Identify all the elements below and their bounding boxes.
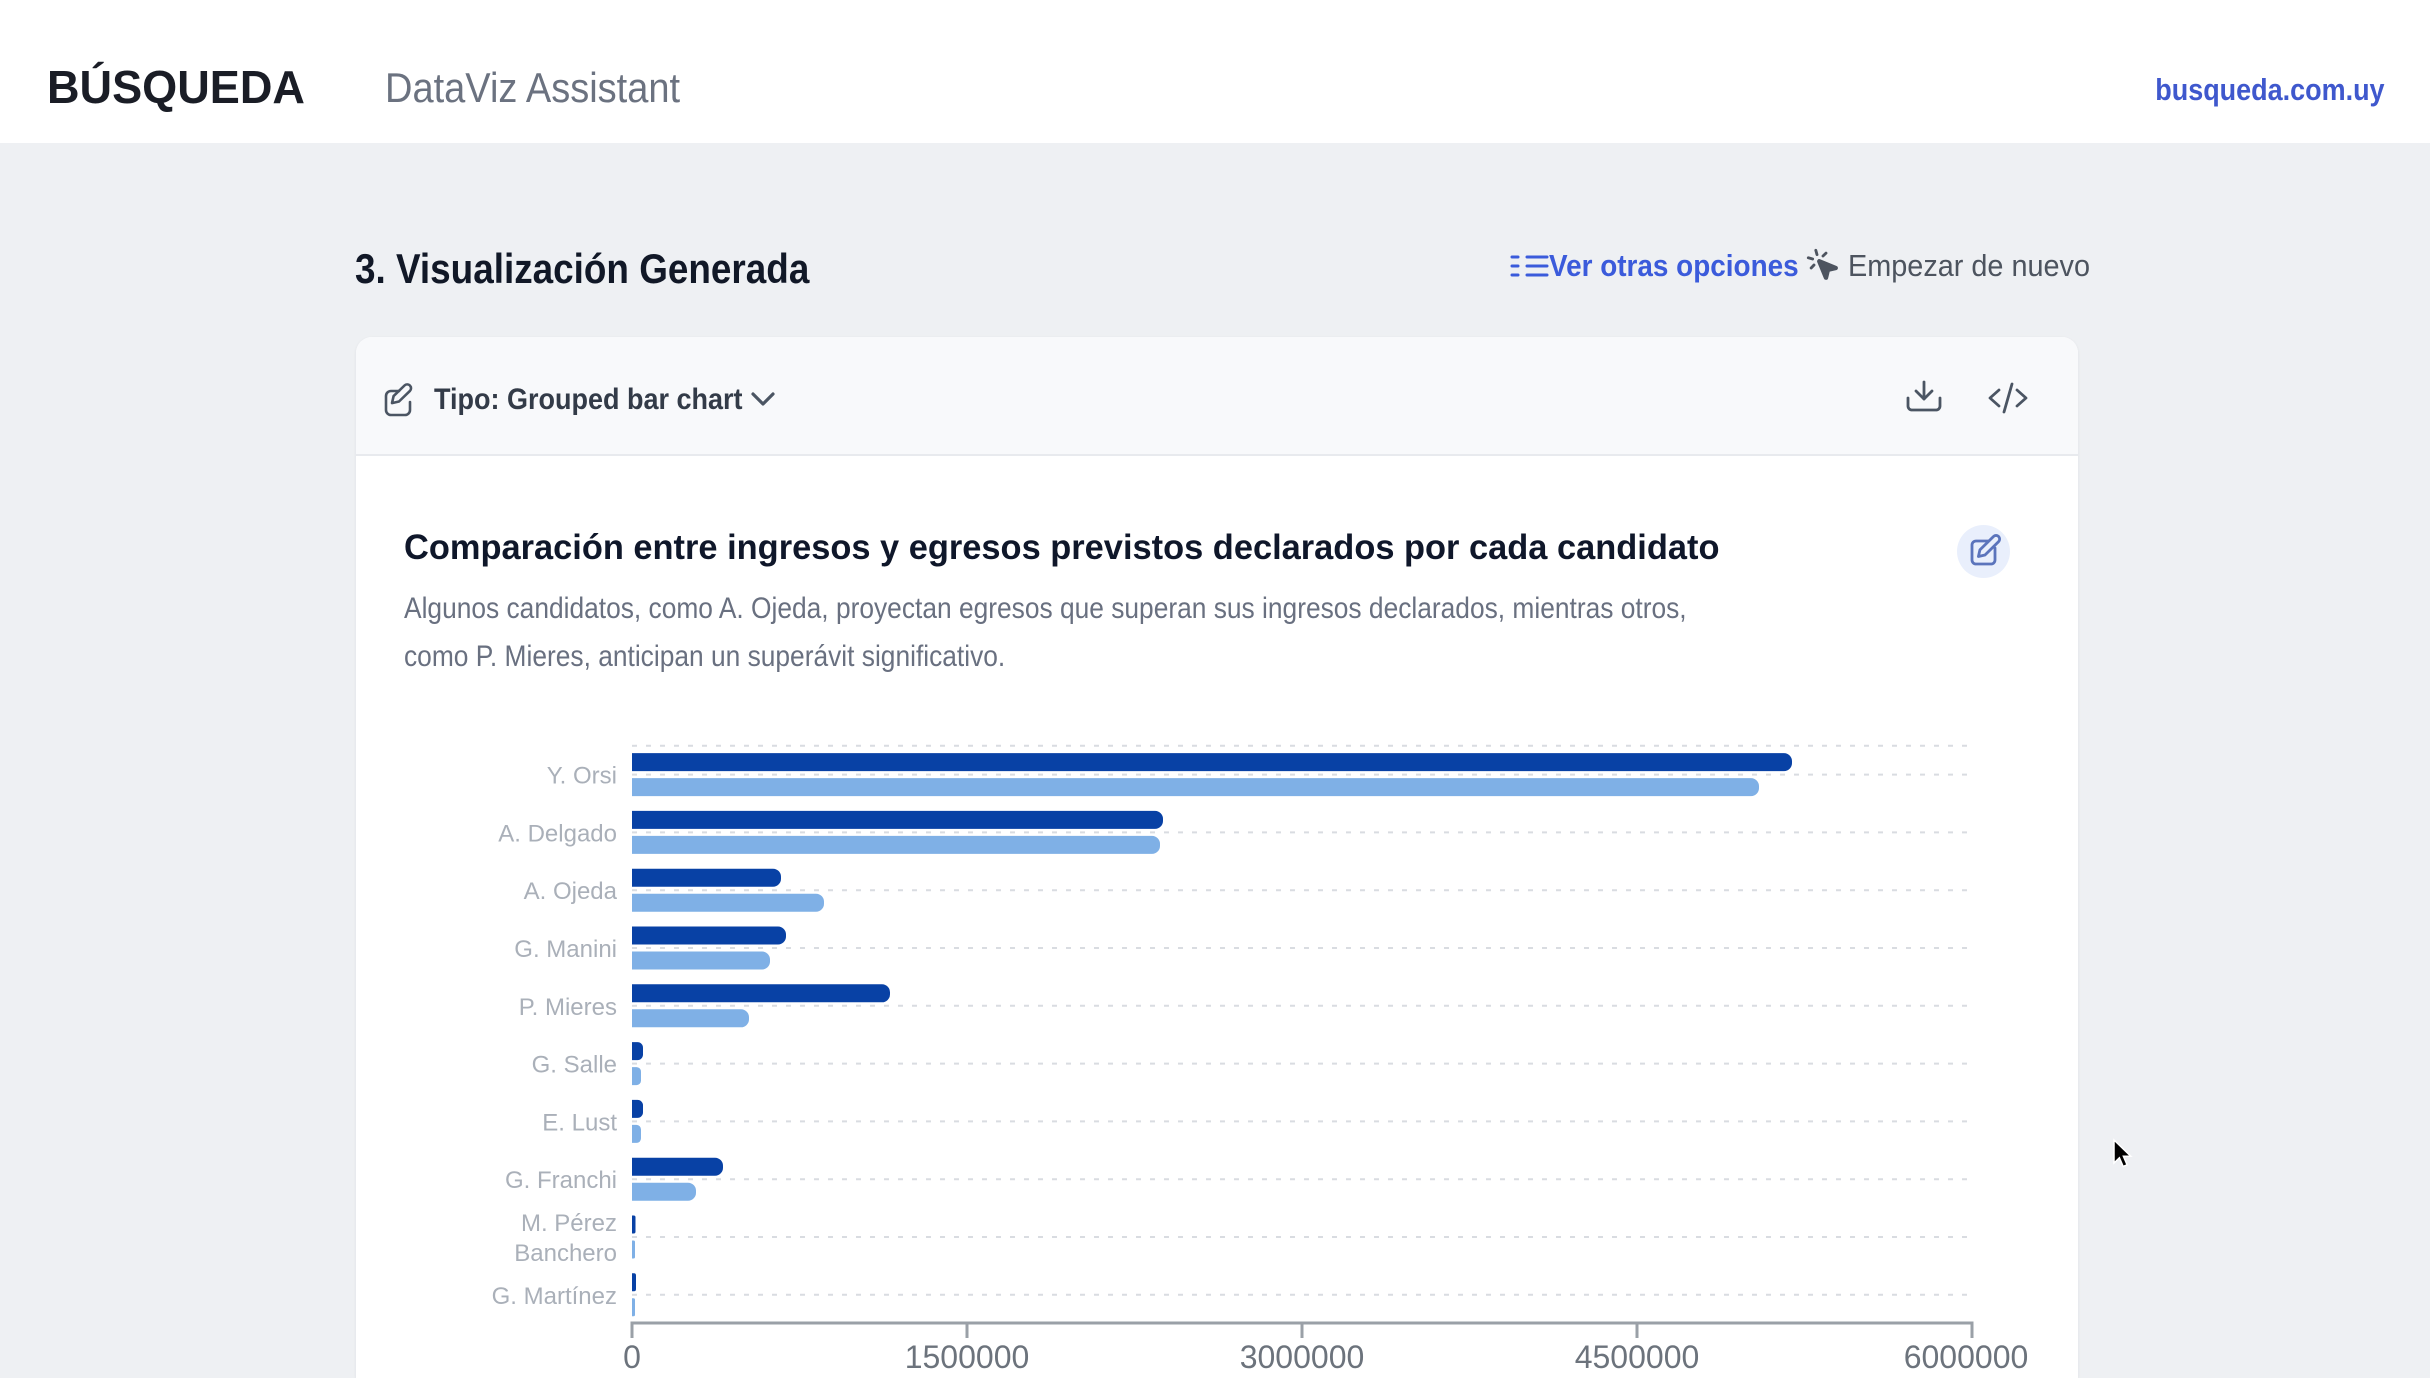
svg-text:G. Manini: G. Manini xyxy=(514,936,617,963)
svg-text:P. Mieres: P. Mieres xyxy=(519,994,617,1021)
svg-text:A. Ojeda: A. Ojeda xyxy=(524,878,618,905)
svg-text:G. Martínez: G. Martínez xyxy=(492,1283,617,1310)
svg-text:3000000: 3000000 xyxy=(1240,1339,1365,1375)
svg-text:G. Salle: G. Salle xyxy=(532,1052,617,1079)
svg-text:A. Delgado: A. Delgado xyxy=(498,820,617,847)
svg-text:1500000: 1500000 xyxy=(905,1339,1030,1375)
svg-text:4500000: 4500000 xyxy=(1575,1339,1700,1375)
svg-text:M. Pérez: M. Pérez xyxy=(521,1210,617,1237)
svg-text:G. Franchi: G. Franchi xyxy=(505,1167,617,1194)
svg-text:6000000: 6000000 xyxy=(1904,1339,2029,1375)
svg-text:Y. Orsi: Y. Orsi xyxy=(547,763,617,790)
svg-text:0: 0 xyxy=(623,1339,641,1375)
svg-text:E. Lust: E. Lust xyxy=(542,1109,617,1136)
svg-text:Banchero: Banchero xyxy=(514,1240,617,1267)
